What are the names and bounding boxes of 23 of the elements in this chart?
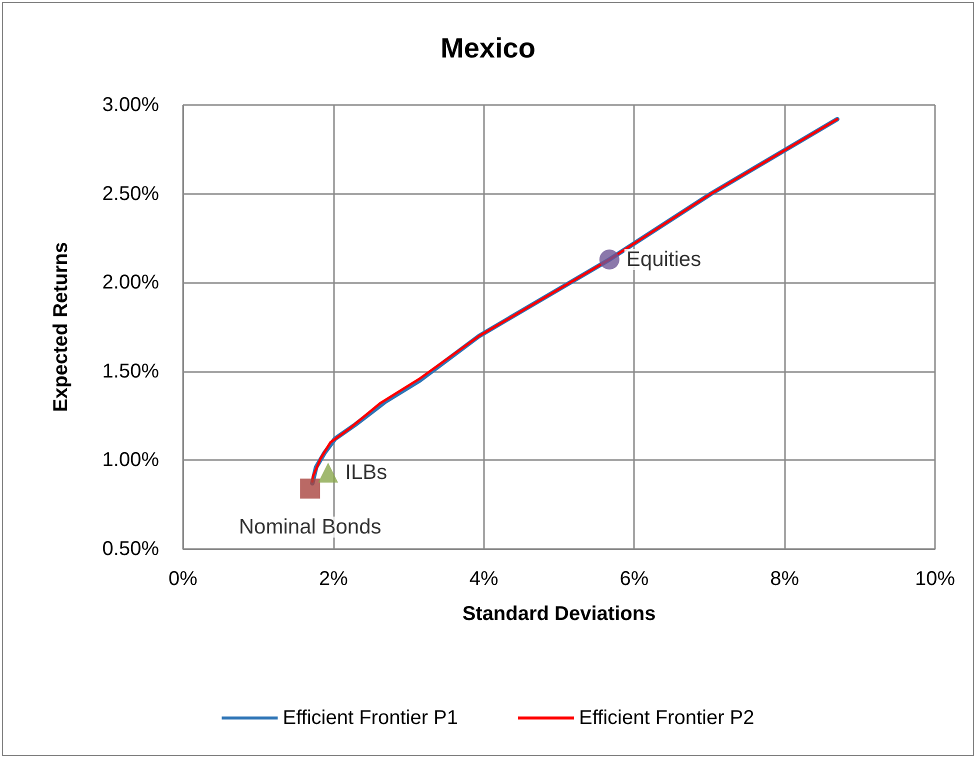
point (318, 462, 338, 483)
y-tick-label: 2.00% (102, 272, 160, 294)
x-tick-label: 8% (770, 568, 800, 590)
point (599, 250, 620, 270)
series-label: Equities (626, 248, 702, 272)
legend-label: Efficient Frontier P2 (579, 707, 754, 729)
y-tick-label: 1.00% (102, 449, 160, 472)
point (300, 478, 320, 499)
x-tick-label: 6% (620, 568, 649, 590)
chart-title: Mexico (440, 32, 536, 64)
legend-label: Efficient Frontier P1 (282, 707, 458, 729)
x-tick-label: 4% (469, 568, 498, 590)
series-label: ILBs (345, 461, 388, 484)
x-tick-label: 10% (914, 568, 956, 590)
y-tick-label: 3.00% (102, 94, 160, 116)
y-tick-label: 0.50% (102, 538, 160, 560)
x-axis-title: Standard Deviations (462, 603, 656, 625)
x-tick-label: 0% (168, 568, 198, 590)
y-axis-title: Expected Returns (50, 242, 72, 412)
series-label: Nominal Bonds (238, 516, 382, 539)
y-tick-label: 2.50% (102, 182, 160, 205)
x-tick-label: 2% (318, 568, 348, 590)
y-tick-label: 1.50% (102, 360, 160, 382)
